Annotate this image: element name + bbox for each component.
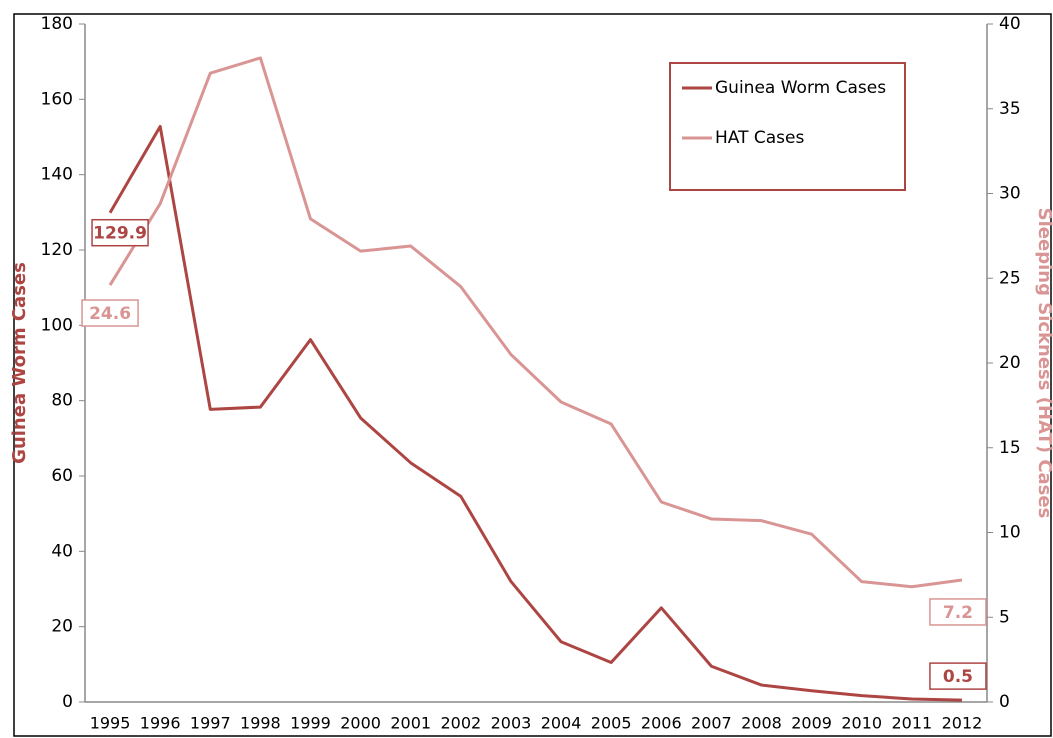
y2-tick-label: 40 [999, 14, 1021, 34]
x-tick-label: 1999 [290, 714, 331, 733]
y2-tick-label: 5 [999, 607, 1010, 627]
x-tick-label: 2005 [591, 714, 632, 733]
y-tick-label: 160 [41, 89, 73, 109]
x-tick-label: 2009 [791, 714, 832, 733]
x-tick-label: 2003 [491, 714, 532, 733]
y-tick-label: 0 [62, 692, 73, 712]
x-tick-label: 2010 [841, 714, 882, 733]
y2-tick-label: 25 [999, 268, 1021, 288]
x-tick-label: 1997 [190, 714, 231, 733]
y-tick-label: 60 [51, 466, 73, 486]
y-tick-label: 20 [51, 617, 73, 637]
y2-tick-label: 10 [999, 523, 1021, 543]
y2-tick-label: 20 [999, 353, 1021, 373]
line-series [108, 56, 963, 589]
line-series [108, 124, 962, 702]
y2-tick-label: 35 [999, 99, 1021, 119]
data-label-box [91, 218, 149, 247]
data-label: 24.6 [89, 304, 131, 324]
y-axis-title: Guinea Worm Cases [9, 262, 30, 464]
x-tick-label: 2012 [942, 714, 983, 733]
y2-tick-label: 30 [999, 184, 1021, 204]
x-tick-label: 2000 [340, 714, 381, 733]
x-tick-label: 1996 [140, 714, 181, 733]
data-label-box [929, 598, 987, 626]
y2-tick-label: 0 [999, 692, 1010, 712]
x-tick-label: 1998 [240, 714, 281, 733]
x-tick-label: 2006 [641, 714, 682, 733]
x-tick-label: 2011 [891, 714, 932, 733]
y-tick-label: 40 [51, 541, 73, 561]
x-tick-label: 2007 [691, 714, 732, 733]
data-label-box [81, 299, 139, 327]
y-tick-label: 140 [41, 165, 73, 185]
legend-box [669, 62, 906, 191]
data-label-box [929, 662, 987, 690]
x-tick-label: 2004 [541, 714, 582, 733]
y2-tick-label: 15 [999, 438, 1021, 458]
y-tick-label: 180 [41, 14, 73, 34]
legend-label: HAT Cases [715, 128, 804, 148]
y-tick-label: 80 [51, 391, 73, 411]
x-tick-label: 2002 [440, 714, 481, 733]
data-label: 7.2 [943, 603, 973, 623]
y-tick-label: 120 [41, 240, 73, 260]
x-tick-label: 1995 [90, 714, 131, 733]
x-tick-label: 2008 [741, 714, 782, 733]
data-label: 129.9 [93, 224, 147, 244]
y2-axis-title: Sleeping Sickness (HAT) Cases [1034, 208, 1053, 519]
data-label: 0.5 [943, 667, 973, 687]
legend-label: Guinea Worm Cases [715, 78, 886, 98]
chart-frame [13, 13, 1052, 737]
x-tick-label: 2001 [390, 714, 431, 733]
y-tick-label: 100 [41, 315, 73, 335]
